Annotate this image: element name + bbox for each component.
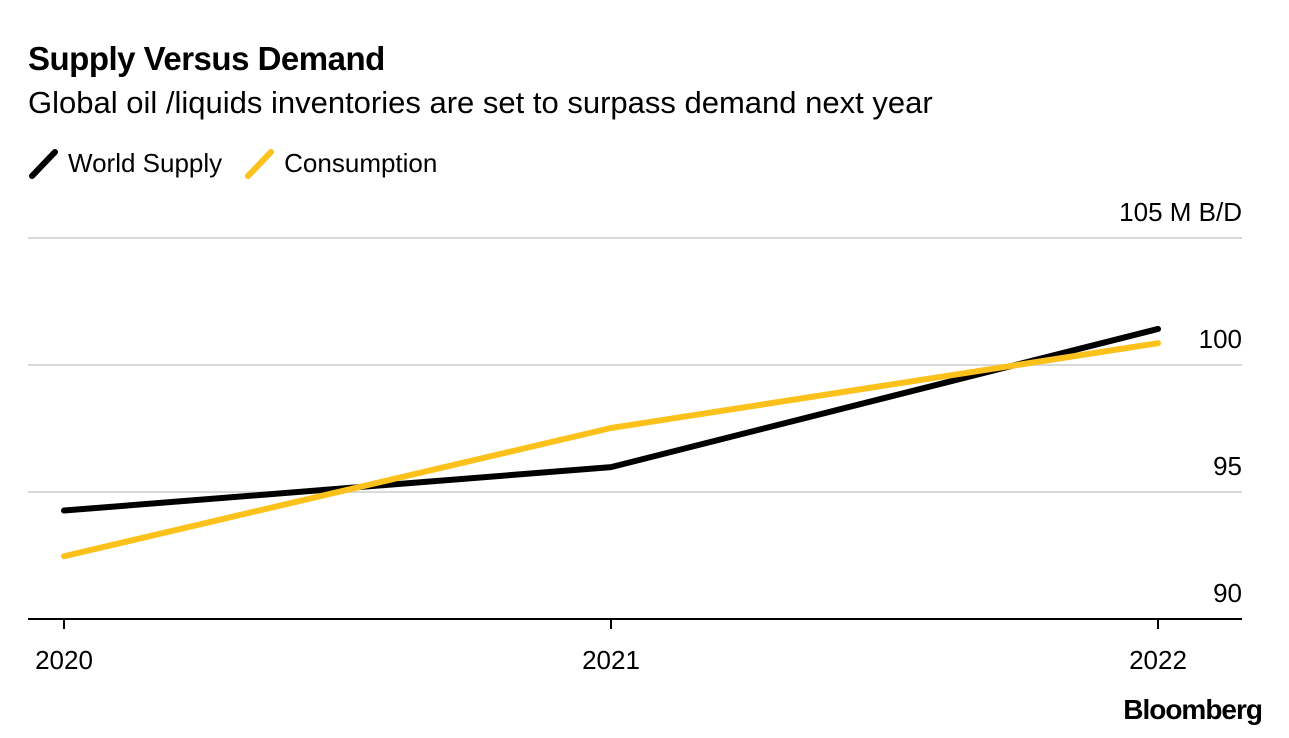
x-tick-label: 2021: [582, 645, 640, 675]
legend: World Supply Consumption: [28, 146, 459, 180]
legend-label-world-supply: World Supply: [68, 147, 223, 178]
legend-swatch-world-supply: [29, 149, 58, 179]
legend-item-consumption: Consumption: [244, 146, 437, 180]
chart-title: Supply Versus Demand: [28, 40, 385, 77]
x-tick-label: 2022: [1129, 645, 1187, 675]
y-tick-label: 90: [1213, 578, 1242, 608]
legend-item-world-supply: World Supply: [28, 146, 222, 180]
y-tick-label: 105 M B/D: [1119, 197, 1242, 227]
y-tick-label: 95: [1213, 451, 1242, 481]
y-tick-label: 100: [1199, 324, 1242, 354]
x-tick-label: 2020: [35, 645, 93, 675]
bloomberg-logo: Bloomberg: [1123, 694, 1263, 725]
series-line-consumption: [61, 340, 1161, 560]
legend-swatch-consumption: [245, 149, 275, 179]
series-line-world-supply: [61, 325, 1161, 514]
chart-subtitle: Global oil /liquids inventories are set …: [28, 85, 933, 120]
legend-label-consumption: Consumption: [284, 147, 438, 178]
